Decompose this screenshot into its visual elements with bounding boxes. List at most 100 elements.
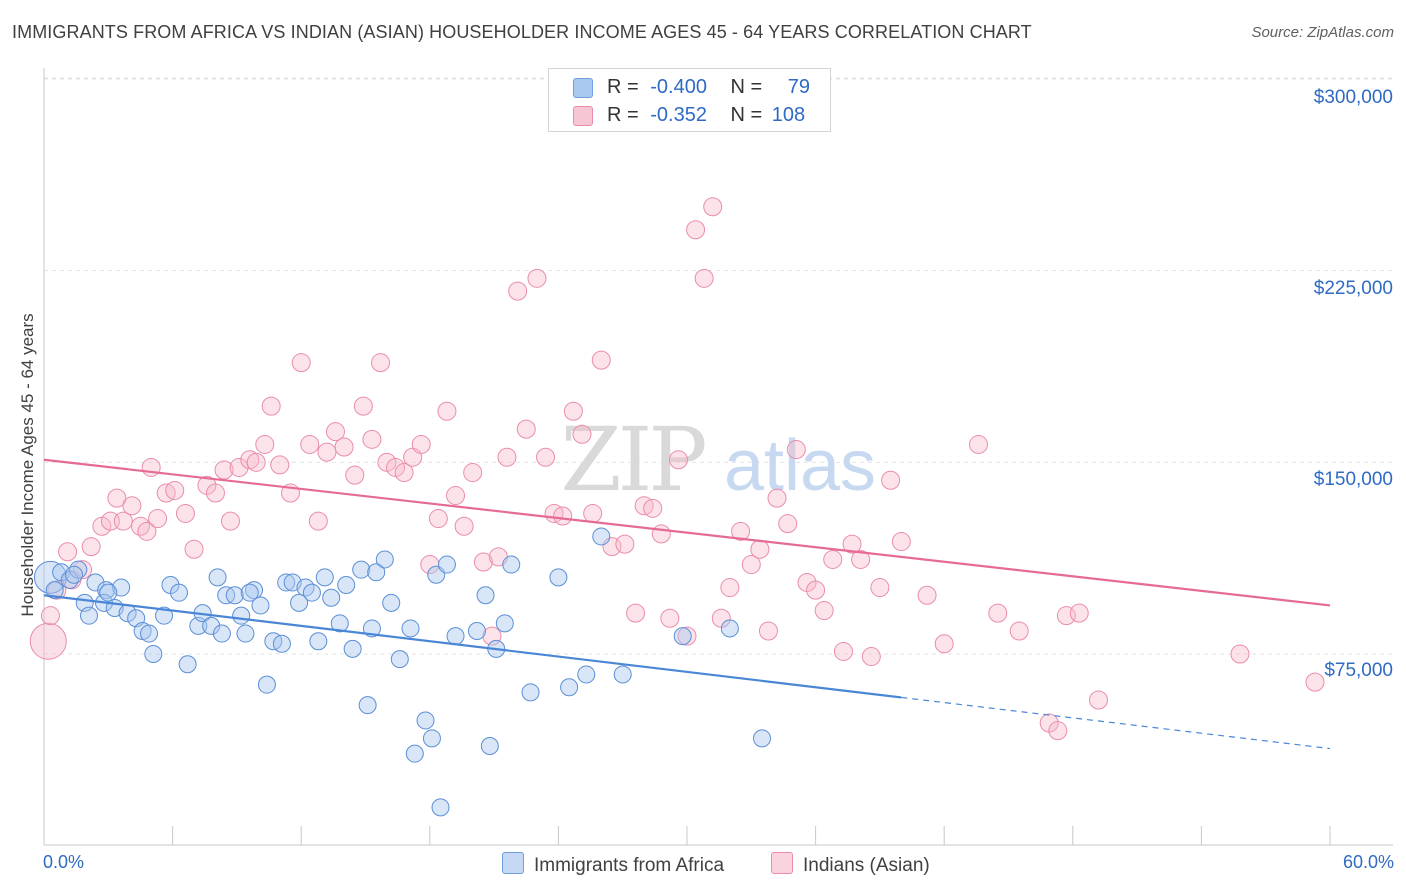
africa-point — [362, 619, 381, 638]
indian-point — [861, 647, 881, 667]
indian-point — [668, 450, 688, 470]
africa-point — [257, 675, 276, 694]
indian-point — [694, 268, 714, 288]
africa-point — [480, 737, 499, 755]
indian-point — [113, 511, 133, 531]
africa-point — [99, 583, 118, 602]
africa-point — [352, 560, 371, 579]
legend-r-africa: -0.400 — [650, 76, 707, 98]
indian-point — [122, 496, 142, 516]
legend-swatch-indian — [573, 106, 593, 126]
indian-point — [184, 539, 204, 559]
legend-n-label: N = — [730, 104, 763, 126]
indian-point — [968, 434, 988, 454]
indian-point — [870, 578, 890, 598]
africa-point — [140, 624, 159, 643]
source-label: Source: ZipAtlas.com — [1251, 24, 1394, 41]
africa-point — [753, 729, 772, 748]
africa-point — [390, 650, 409, 669]
legend-n-indian: 108 — [771, 104, 806, 126]
africa-point — [251, 596, 270, 615]
indian-point — [833, 641, 853, 661]
y-tick-225000: $225,000 — [1313, 278, 1393, 299]
africa-point — [309, 632, 328, 651]
indian-point — [107, 488, 127, 508]
africa-point — [240, 583, 259, 602]
indian-point — [175, 503, 195, 523]
indian-point — [40, 606, 60, 626]
indian-point — [137, 521, 157, 541]
indian-point — [291, 353, 311, 373]
indian-point — [463, 463, 483, 483]
indian-point — [677, 626, 697, 646]
indian-point — [583, 503, 603, 523]
indian-point — [325, 422, 345, 442]
watermark-zip: ZIP — [560, 408, 705, 511]
x-tick-min: 0.0% — [43, 852, 85, 872]
africa-point — [437, 555, 456, 574]
y-tick-300000: $300,000 — [1313, 87, 1393, 108]
africa-point — [330, 614, 349, 633]
bottom-legend-label-africa: Immigrants from Africa — [534, 855, 725, 876]
indian-point — [308, 511, 328, 531]
watermark-atlas: atlas — [724, 426, 876, 506]
indian-point — [851, 549, 871, 569]
correlation-legend: R = -0.400 N = 79 R = -0.352 N = 108 — [548, 68, 831, 132]
africa-point — [290, 593, 309, 612]
africa-point — [592, 527, 611, 546]
indian-point — [703, 197, 723, 217]
africa-point — [577, 665, 596, 684]
africa-point — [358, 696, 377, 715]
indian-point — [786, 440, 806, 460]
indian-point — [731, 521, 751, 541]
legend-swatch-africa — [573, 78, 593, 98]
indian-point — [220, 511, 240, 531]
gridlines — [44, 77, 1393, 655]
indian-point — [473, 552, 493, 572]
indian-point — [527, 268, 547, 288]
africa-point — [277, 573, 296, 592]
indian-point — [660, 608, 680, 628]
indian-trend-line — [43, 458, 1331, 607]
indian-point — [615, 534, 635, 554]
indian-point — [1305, 672, 1325, 692]
africa-point — [178, 655, 197, 674]
bottom-legend-swatch-africa — [502, 852, 524, 874]
africa-point — [208, 568, 227, 587]
y-tick-150000: $150,000 — [1313, 469, 1393, 490]
indian-point — [255, 434, 275, 454]
indian-point — [1069, 603, 1089, 623]
bottom-legend-indian: Indians (Asian) — [771, 852, 930, 877]
africa-point — [549, 568, 568, 587]
africa-point — [560, 678, 579, 697]
indian-point — [353, 396, 373, 416]
africa-trend-line — [43, 594, 902, 699]
indian-point — [881, 470, 901, 490]
africa-point — [375, 550, 394, 569]
indian-point — [214, 460, 234, 480]
africa-point — [202, 616, 221, 635]
africa-point — [337, 576, 356, 594]
africa-point — [272, 634, 291, 653]
indian-point — [814, 601, 834, 621]
indian-point — [81, 537, 101, 557]
africa-point — [720, 619, 739, 638]
indian-point — [246, 452, 266, 472]
africa-point — [467, 622, 486, 640]
africa-point — [476, 586, 495, 605]
indian-point — [446, 486, 466, 506]
africa-point — [80, 606, 99, 625]
africa-trend-extension — [901, 696, 1331, 750]
africa-point — [343, 639, 362, 658]
africa-point — [446, 627, 465, 646]
indian-point — [823, 549, 843, 569]
indian-point — [934, 634, 954, 654]
indian-point — [516, 419, 536, 439]
indian-point — [1089, 690, 1109, 710]
indian-point — [205, 483, 225, 503]
africa-point — [382, 593, 401, 612]
indian-point — [720, 578, 740, 598]
africa-point — [495, 614, 514, 633]
africa-point — [86, 573, 105, 592]
